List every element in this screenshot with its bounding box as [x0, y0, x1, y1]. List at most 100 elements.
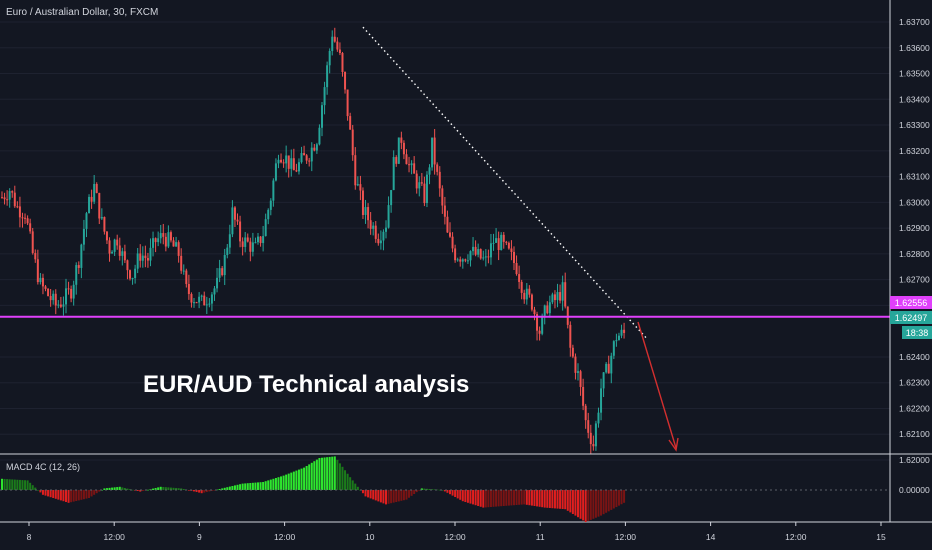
- macd-bar: [523, 490, 526, 505]
- candle-body: [39, 277, 42, 283]
- macd-bar: [484, 490, 487, 508]
- macd-bar: [361, 490, 364, 494]
- macd-bar: [236, 484, 239, 490]
- candle-body: [341, 53, 344, 72]
- candle-body: [123, 251, 126, 261]
- candle-body: [134, 268, 137, 279]
- macd-bar: [277, 477, 280, 490]
- candle-body: [413, 163, 416, 174]
- candle-body: [408, 164, 411, 166]
- macd-bar: [31, 485, 34, 490]
- macd-bar: [543, 490, 546, 508]
- macd-bar: [136, 490, 139, 491]
- candle-body: [615, 340, 618, 342]
- macd-bar: [323, 457, 326, 490]
- candle-body: [454, 248, 457, 261]
- candle-body: [98, 192, 101, 219]
- time-tick-label: 10: [365, 532, 375, 542]
- candle-body: [131, 278, 134, 280]
- macd-bar: [592, 490, 595, 519]
- price-tick-label: 1.63100: [899, 172, 930, 182]
- candle-body: [67, 288, 70, 290]
- candle-body: [571, 347, 574, 357]
- macd-bar: [177, 488, 180, 490]
- macd-bar: [579, 490, 582, 519]
- macd-bar: [597, 490, 600, 517]
- candle-body: [372, 225, 375, 229]
- macd-bar: [513, 490, 515, 506]
- macd-bar: [126, 488, 129, 490]
- candle-body: [177, 242, 180, 256]
- candle-body: [82, 228, 85, 245]
- macd-bar: [328, 456, 331, 490]
- macd-bar: [571, 490, 574, 514]
- candle-body: [520, 281, 523, 293]
- candle-body: [65, 288, 67, 305]
- candle-body: [425, 174, 428, 204]
- macd-bar: [77, 490, 80, 501]
- candle-body: [495, 238, 498, 243]
- macd-bar: [466, 490, 469, 503]
- candle-body: [364, 207, 367, 215]
- candle-body: [44, 286, 47, 289]
- macd-tick-label: 0.00000: [899, 485, 930, 495]
- macd-title[interactable]: MACD 4C (12, 26): [6, 462, 80, 472]
- macd-bar: [88, 490, 91, 498]
- candle-body: [26, 218, 29, 224]
- macd-bar: [164, 487, 167, 490]
- macd-bar: [280, 476, 283, 490]
- candle-body: [187, 283, 190, 295]
- macd-bar: [267, 480, 270, 490]
- macd-bar: [269, 479, 272, 490]
- candle-body: [141, 255, 144, 261]
- candle-body: [443, 205, 446, 217]
- macd-bar: [72, 490, 75, 502]
- macd-bar: [98, 490, 101, 492]
- candle-body: [313, 147, 316, 151]
- candle-body: [318, 127, 321, 145]
- macd-bar: [423, 488, 426, 490]
- price-tick-label: 1.63500: [899, 69, 930, 79]
- price-tick-label: 1.62200: [899, 403, 930, 413]
- descending-trendline[interactable]: [362, 26, 648, 340]
- macd-bar: [559, 490, 562, 509]
- macd-bar: [39, 490, 42, 493]
- candle-body: [282, 162, 285, 164]
- price-tick-label: 1.62400: [899, 352, 930, 362]
- macd-bar: [195, 490, 198, 492]
- macd-bar: [602, 490, 605, 515]
- macd-bar: [408, 490, 411, 498]
- candle-body: [70, 288, 73, 299]
- macd-bar: [146, 489, 149, 491]
- candle-body: [564, 282, 567, 307]
- candle-body: [623, 329, 626, 333]
- candle-body: [543, 305, 546, 316]
- projection-arrow[interactable]: [637, 321, 679, 452]
- macd-bar: [415, 490, 418, 493]
- candle-body: [290, 158, 293, 169]
- candle-body: [36, 259, 39, 283]
- macd-bar: [208, 490, 211, 492]
- macd-bar: [16, 479, 19, 490]
- candle-body: [236, 219, 239, 222]
- candle-body: [374, 225, 377, 239]
- candle-body: [75, 265, 78, 285]
- candle-body: [29, 223, 32, 232]
- candle-body: [41, 277, 44, 287]
- candle-body: [52, 293, 55, 301]
- candle-body: [418, 182, 421, 189]
- macd-bar: [497, 490, 500, 507]
- macd-bar: [70, 490, 73, 503]
- candle-body: [530, 294, 533, 310]
- countdown-tag-label: 18:38: [906, 328, 929, 338]
- macd-bar: [382, 490, 385, 504]
- time-tick-label: 11: [536, 532, 545, 542]
- macd-bar: [308, 464, 311, 490]
- candle-body: [154, 238, 157, 243]
- macd-bar: [433, 489, 436, 490]
- macd-bar: [26, 480, 29, 490]
- candle-body: [423, 183, 426, 204]
- symbol-title[interactable]: Euro / Australian Dollar, 30, FXCM: [6, 7, 158, 18]
- macd-bar: [59, 490, 62, 501]
